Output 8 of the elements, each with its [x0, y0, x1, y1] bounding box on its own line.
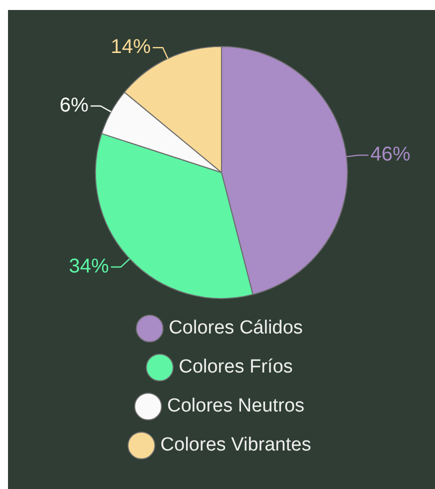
legend-label: Colores Cálidos [168, 318, 303, 339]
data-label: 46% [370, 144, 411, 166]
data-label: 14% [110, 36, 151, 58]
data-label: 34% [68, 255, 110, 278]
legend-label: Colores Neutros [167, 396, 304, 417]
legend-label: Colores Vibrantes [160, 434, 312, 456]
data-label: 6% [60, 94, 89, 117]
legend-label: Colores Fríos [178, 356, 293, 378]
